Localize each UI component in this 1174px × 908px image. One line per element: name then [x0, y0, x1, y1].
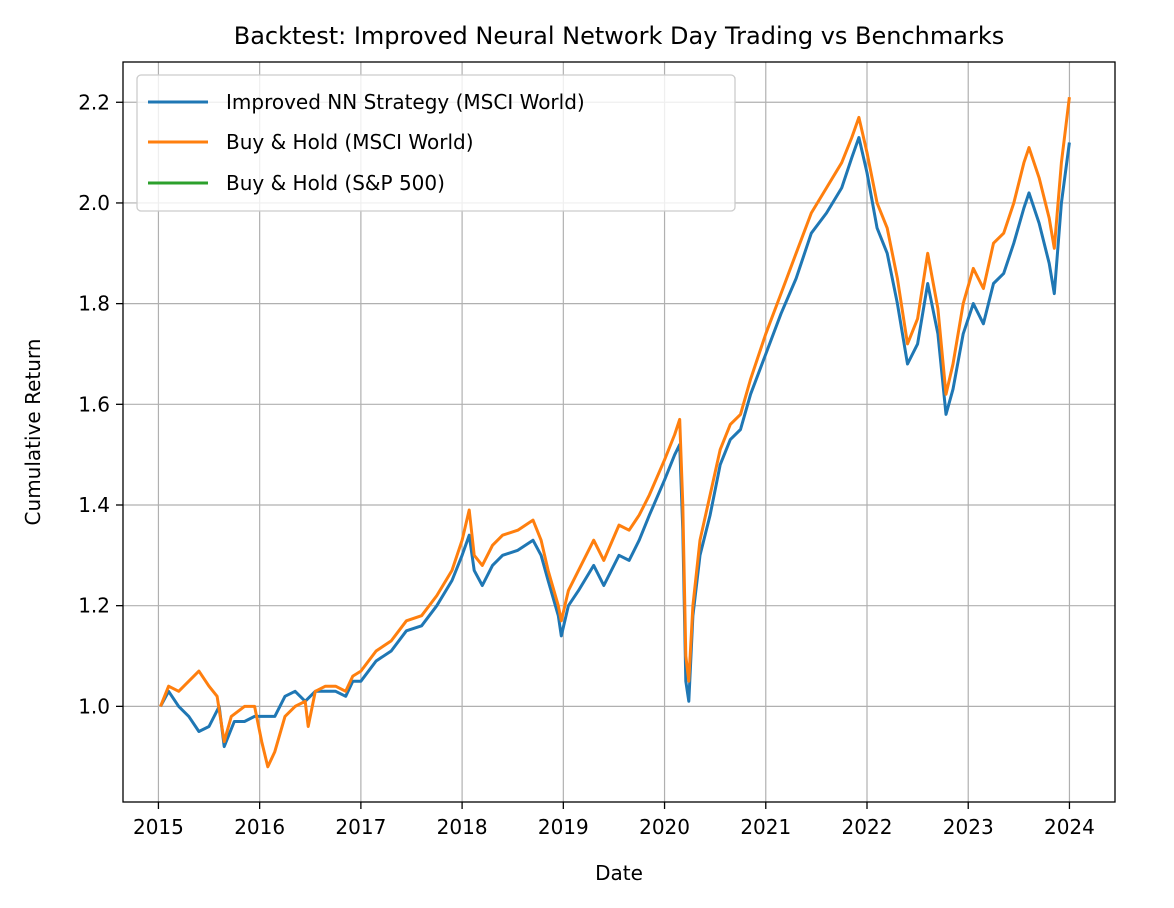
x-tick-label: 2017	[335, 815, 386, 839]
y-tick-label: 1.8	[78, 292, 110, 316]
legend-box	[136, 74, 736, 212]
y-tick-label: 1.0	[78, 694, 110, 718]
x-tick-label: 2023	[943, 815, 994, 839]
x-tick-label: 2024	[1044, 815, 1095, 839]
x-tick-label: 2022	[842, 815, 893, 839]
y-axis-ticks: 1.0 1.2 1.4 1.6 1.8 2.0 2.2	[78, 90, 123, 718]
plot-frame	[122, 61, 1116, 803]
series-line-buy-hold-msci	[159, 97, 1071, 769]
series-line-nn-strategy	[159, 136, 1071, 749]
y-tick-label: 2.2	[78, 90, 110, 114]
x-tick-label: 2020	[639, 815, 690, 839]
y-tick-label: 2.0	[78, 191, 110, 215]
x-axis-ticks: 2015 2016 2017 2018 2019 2020 2021 2022 2023 2024	[133, 802, 1095, 839]
y-tick-label: 1.4	[78, 493, 110, 517]
y-tick-label: 1.6	[78, 392, 110, 416]
legend-label-buy-hold-sp500: Buy & Hold (S&P 500)	[226, 171, 445, 195]
legend-label-buy-hold-msci: Buy & Hold (MSCI World)	[226, 130, 474, 154]
x-tick-label: 2016	[234, 815, 285, 839]
legend: Improved NN Strategy (MSCI World) Buy & …	[136, 74, 736, 212]
chart-title: Backtest: Improved Neural Network Day Tr…	[234, 22, 1005, 50]
x-axis-label: Date	[595, 861, 643, 885]
x-tick-label: 2015	[133, 815, 184, 839]
y-tick-label: 1.2	[78, 594, 110, 618]
legend-label-nn-strategy: Improved NN Strategy (MSCI World)	[226, 90, 585, 114]
y-axis-label: Cumulative Return	[21, 339, 45, 526]
x-tick-label: 2019	[538, 815, 589, 839]
x-tick-label: 2018	[437, 815, 488, 839]
series-layer	[159, 97, 1071, 769]
x-tick-label: 2021	[740, 815, 791, 839]
